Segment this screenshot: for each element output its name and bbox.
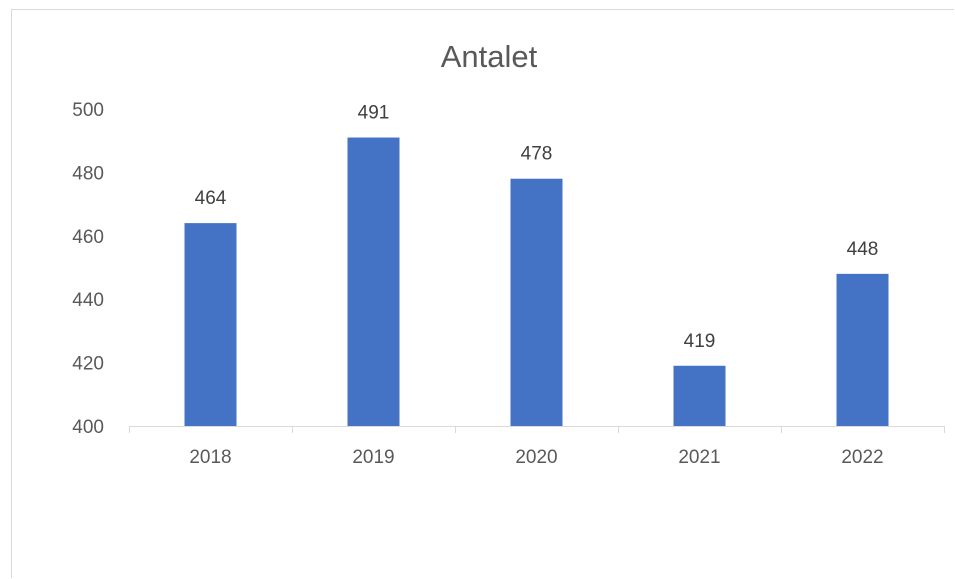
bar-2022 (836, 273, 889, 426)
x-tick-label: 2018 (189, 447, 231, 468)
y-tick-label: 460 (72, 227, 104, 248)
y-tick-label: 400 (72, 417, 104, 438)
chart-frame (11, 9, 954, 578)
x-tick-label: 2020 (515, 447, 557, 468)
data-label-2022: 448 (847, 239, 879, 260)
chart-title: Antalet (441, 39, 538, 74)
data-label-2020: 478 (521, 144, 553, 165)
y-tick-label: 420 (72, 354, 104, 375)
data-label-2018: 464 (195, 188, 227, 209)
x-axis: 2018 2019 2020 2021 2022 (129, 426, 945, 468)
data-label-2021: 419 (684, 331, 716, 352)
y-tick-label: 440 (72, 290, 104, 311)
bar-2018 (184, 223, 237, 426)
y-tick-label: 500 (72, 100, 104, 121)
y-tick-label: 480 (72, 163, 104, 184)
x-tick-label: 2022 (841, 447, 883, 468)
x-tick-label: 2019 (352, 447, 394, 468)
x-tick-label: 2021 (678, 447, 720, 468)
bar-2021 (673, 365, 726, 426)
data-label-2019: 491 (358, 103, 390, 124)
y-axis: 400 420 440 460 480 500 (72, 100, 104, 438)
bars: 464 491 478 419 448 (184, 103, 889, 426)
bar-2020 (510, 178, 563, 426)
bar-2019 (347, 137, 400, 426)
